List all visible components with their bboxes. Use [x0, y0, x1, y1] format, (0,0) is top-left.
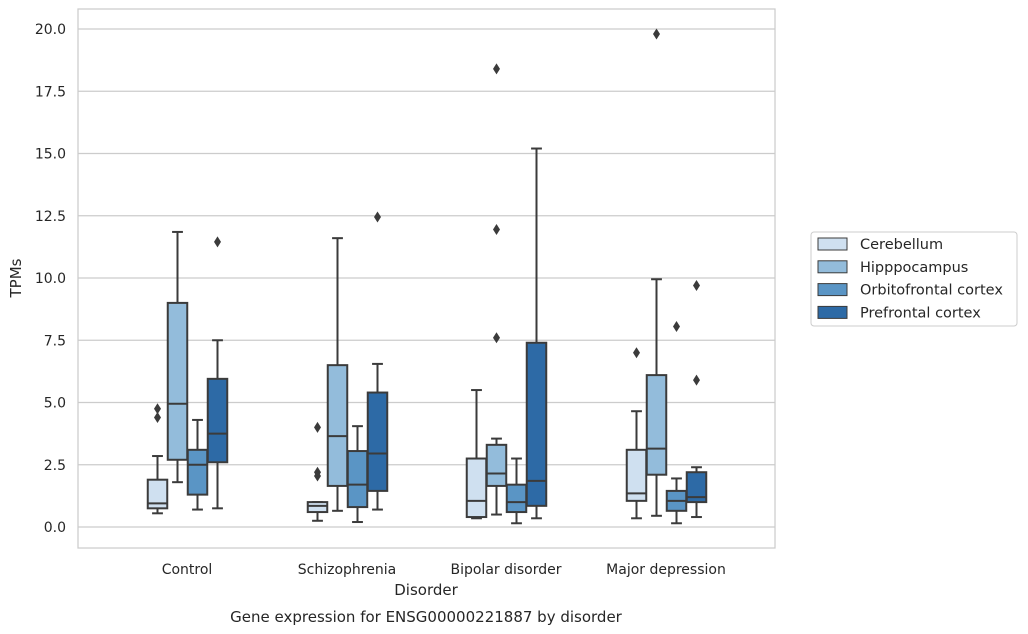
box-body: [685, 471, 708, 504]
box-body: [306, 501, 329, 514]
plot-area-frame: [77, 8, 776, 549]
legend-swatch: [817, 237, 848, 251]
box-body: [326, 364, 349, 487]
box-group: [505, 457, 528, 525]
x-tick-labels: Control Schizophrenia Bipolar disorder Majo…: [162, 562, 726, 578]
box-body: [166, 301, 189, 461]
outlier-point: [673, 321, 680, 333]
outlier-point: [493, 332, 500, 344]
y-tick-label: 15.0: [35, 147, 66, 163]
box-group: [485, 63, 508, 516]
outlier-point: [154, 411, 161, 423]
legend-items: Cerebellum Hipppocampus Orbitofrontal cort…: [817, 237, 1003, 321]
box-group: [525, 147, 548, 520]
y-tick-label: 12.5: [35, 209, 66, 225]
box-group: [665, 321, 688, 525]
box-group: [326, 237, 349, 512]
box-group: [465, 389, 488, 520]
legend-swatch: [817, 260, 848, 274]
outlier-point: [493, 223, 500, 235]
box-body: [146, 478, 169, 510]
box-body: [465, 457, 488, 519]
chart-caption: Gene expression for ENSG00000221887 by d…: [230, 608, 623, 626]
x-tick-label: Major depression: [606, 562, 726, 578]
outlier-point: [633, 347, 640, 359]
y-tick-label: 0.0: [44, 520, 66, 536]
box-body: [505, 483, 528, 514]
y-tick-label: 20.0: [35, 22, 66, 38]
y-tick-labels: 0.0 2.5 5.0 7.5 10.0 12.5 15.0 17.5 20.0: [35, 22, 66, 536]
box-group: [685, 279, 708, 519]
box-body: [186, 448, 209, 496]
outlier-point: [693, 374, 700, 386]
y-tick-label: 10.0: [35, 271, 66, 287]
outlier-point: [693, 279, 700, 291]
y-tick-label: 17.5: [35, 84, 66, 100]
box-group: [166, 230, 189, 484]
legend-label: Prefrontal cortex: [860, 305, 981, 321]
boxes: [146, 28, 708, 525]
legend-swatch: [817, 283, 848, 297]
outlier-point: [314, 421, 321, 433]
box-group: [645, 28, 668, 517]
y-tick-label: 5.0: [44, 396, 66, 412]
outlier-point: [314, 470, 321, 482]
outlier-point: [493, 63, 500, 75]
box-body: [346, 450, 369, 509]
box-group: [186, 418, 209, 511]
box-body: [525, 341, 548, 507]
x-tick-label: Control: [162, 562, 213, 578]
box-group: [366, 211, 389, 511]
box-group: [346, 425, 369, 524]
legend-label: Orbitofrontal cortex: [860, 283, 1003, 299]
outlier-point: [154, 403, 161, 415]
legend-swatch: [817, 305, 848, 319]
box-body: [485, 443, 508, 487]
legend-label: Hipppocampus: [860, 260, 968, 276]
box-body: [206, 377, 229, 464]
outlier-point: [214, 236, 221, 248]
outlier-point: [653, 28, 660, 40]
x-tick-label: Bipolar disorder: [450, 562, 561, 578]
box-group: [146, 403, 169, 515]
legend-frame: [810, 231, 1018, 327]
legend: Cerebellum Hipppocampus Orbitofrontal cort…: [810, 231, 1018, 327]
box-group: [625, 347, 648, 520]
outlier-point: [374, 211, 381, 223]
y-tick-label: 7.5: [44, 333, 66, 349]
legend-label: Cerebellum: [860, 237, 943, 253]
x-tick-label: Schizophrenia: [298, 562, 396, 578]
box-body: [645, 374, 668, 476]
box-group: [206, 236, 229, 510]
y-axis-label: TPMs: [7, 258, 25, 298]
box-body: [366, 391, 389, 492]
y-tick-label: 2.5: [44, 458, 66, 474]
box-group: [306, 421, 329, 522]
x-axis-label: Disorder: [394, 581, 458, 599]
